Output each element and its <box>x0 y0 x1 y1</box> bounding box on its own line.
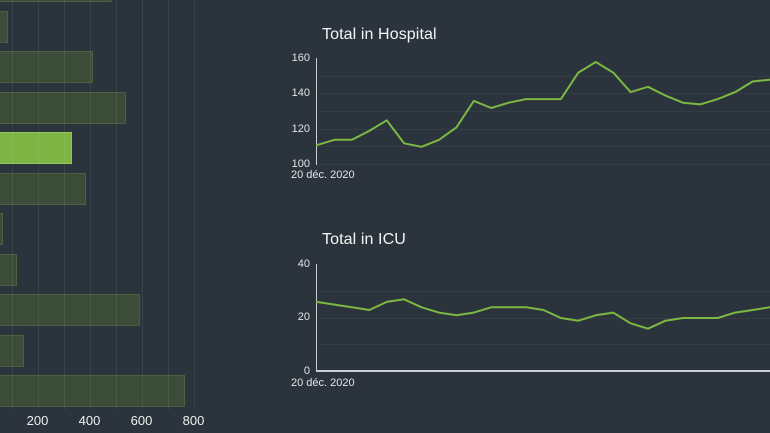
bar-x-tick-label: 600 <box>130 413 153 428</box>
gridline <box>317 317 770 319</box>
gridline <box>317 371 770 372</box>
gridline <box>317 290 770 292</box>
gridline <box>317 128 770 130</box>
bar-gridline <box>167 0 169 410</box>
y-tick-label: 20 <box>297 311 310 323</box>
bar[interactable] <box>0 294 140 327</box>
gridline <box>317 93 770 95</box>
bar-gridline <box>193 0 195 410</box>
y-tick-label: 40 <box>297 257 310 270</box>
bar[interactable] <box>0 51 93 84</box>
y-tick-label: 100 <box>291 158 310 170</box>
gridline <box>317 344 770 346</box>
bar[interactable] <box>0 10 9 43</box>
gridline <box>317 75 770 77</box>
y-tick-label: 120 <box>291 122 310 135</box>
icu-y-axis-line <box>315 264 317 371</box>
bar[interactable] <box>0 334 24 367</box>
bar[interactable] <box>0 172 87 205</box>
icu-chart-title: Total in ICU <box>322 231 406 248</box>
bar[interactable] <box>0 375 185 408</box>
bar-x-tick-label: 400 <box>78 413 101 428</box>
bar[interactable] <box>0 253 17 286</box>
bar-highlighted[interactable] <box>0 132 73 165</box>
gridline <box>317 164 770 165</box>
hospital-chart-title: Total in Hospital <box>322 26 437 43</box>
bar[interactable] <box>0 91 126 124</box>
gridline <box>317 146 770 148</box>
bar-gridline <box>115 0 117 410</box>
total-in-hospital-polyline <box>316 61 770 148</box>
bar[interactable] <box>0 0 113 3</box>
hospital-y-axis-line <box>315 58 317 165</box>
total-in-icu-polyline <box>316 298 770 330</box>
icu-line-series <box>316 298 770 330</box>
y-tick-label: 140 <box>291 87 310 100</box>
bar-x-tick-label: 200 <box>26 413 49 428</box>
icu-x-start-label: 20 déc. 2020 <box>291 377 355 389</box>
hospital-x-start-label: 20 déc. 2020 <box>291 169 355 181</box>
icu-x-axis-line <box>316 370 770 372</box>
admissions-bar-chart: 200 400 600 800 <box>0 0 240 433</box>
gridline <box>317 111 770 112</box>
y-tick-label: 160 <box>291 52 310 64</box>
hospital-line-series <box>316 61 770 148</box>
bar-x-tick-label: 800 <box>182 413 205 428</box>
y-tick-label: 0 <box>303 364 310 377</box>
bar-gridline <box>141 0 143 410</box>
bar[interactable] <box>0 213 4 246</box>
